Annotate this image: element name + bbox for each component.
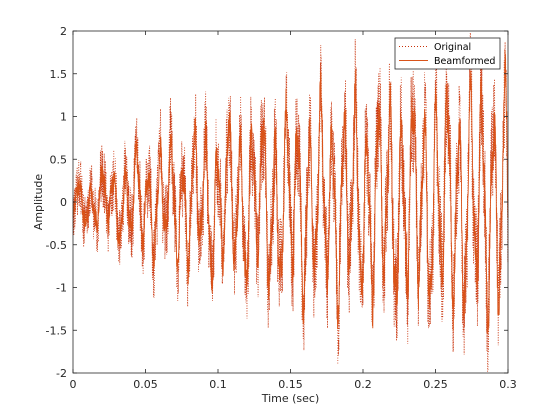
x-axis-ticks: 0 0.05 0.1 0.15 0.2 0.25 0.3 — [70, 31, 517, 391]
series-layer — [72, 32, 509, 372]
y-tick-label: 0.5 — [50, 153, 68, 166]
y-tick-label: 1.5 — [50, 68, 68, 81]
x-tick-label: 0.1 — [209, 378, 227, 391]
legend: Original Beamformed — [394, 37, 501, 70]
y-axis-label: Amplitude — [32, 174, 45, 231]
x-tick-label: 0.3 — [499, 378, 517, 391]
legend-label-original: Original — [434, 42, 471, 53]
x-axis-label: Time (sec) — [261, 392, 320, 405]
y-tick-label: -1.5 — [46, 324, 67, 337]
x-tick-label: 0.2 — [354, 378, 372, 391]
x-tick-label: 0 — [70, 378, 77, 391]
series-line-beamformed — [72, 50, 509, 334]
legend-label-beamformed: Beamformed — [434, 56, 495, 67]
y-tick-label: 0 — [60, 196, 67, 209]
x-tick-label: 0.05 — [133, 378, 158, 391]
y-tick-label: -2 — [56, 367, 67, 380]
y-axis-ticks: -2 -1.5 -1 -0.5 0 0.5 1 1.5 2 — [46, 25, 508, 380]
y-tick-label: 1 — [60, 111, 67, 124]
y-tick-label: -1 — [56, 282, 67, 295]
y-tick-label: 2 — [60, 25, 67, 38]
y-tick-label: -0.5 — [46, 239, 67, 252]
x-tick-label: 0.25 — [423, 378, 448, 391]
legend-box — [394, 37, 501, 70]
x-tick-label: 0.15 — [278, 378, 303, 391]
